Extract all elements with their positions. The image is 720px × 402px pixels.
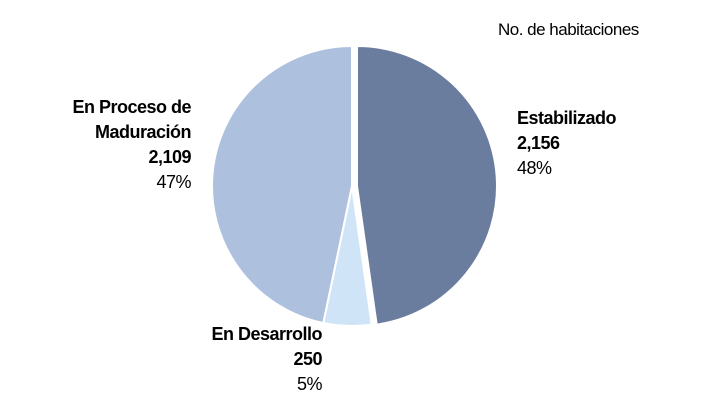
- percentage-label: 48%: [517, 158, 552, 178]
- value-label: 250: [293, 349, 322, 369]
- slice-label: Estabilizado 2,156 48%: [517, 106, 707, 181]
- slice-label: En Desarrollo 250 5%: [110, 322, 322, 397]
- chart-title: No. de habitaciones: [498, 20, 639, 39]
- value-label: 2,156: [517, 133, 560, 153]
- value-label: 2,109: [148, 147, 191, 167]
- category-label: Estabilizado: [517, 108, 617, 128]
- category-label: En Desarrollo: [211, 324, 322, 344]
- percentage-label: 5%: [296, 374, 323, 394]
- category-label: En Proceso de Maduración: [72, 97, 191, 142]
- pie-slice: [211, 44, 353, 325]
- pie-slice: [356, 44, 498, 326]
- percentage-label: 47%: [156, 172, 191, 192]
- slice-label: En Proceso de Maduración 2,109 47%: [10, 95, 191, 195]
